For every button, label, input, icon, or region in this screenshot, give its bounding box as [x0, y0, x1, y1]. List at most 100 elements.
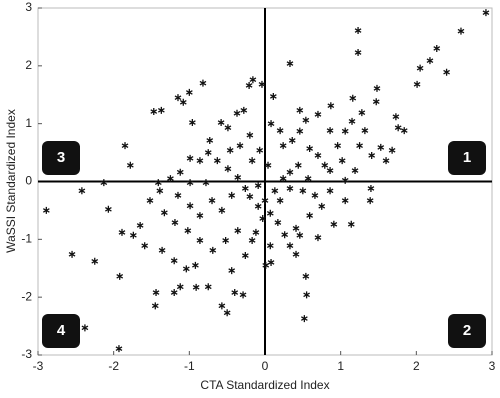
point	[341, 127, 349, 135]
point	[296, 231, 304, 239]
point	[156, 187, 164, 195]
point	[188, 119, 196, 127]
point	[338, 157, 346, 165]
point	[246, 131, 254, 139]
point	[271, 187, 279, 195]
point	[157, 106, 165, 114]
point	[199, 79, 207, 87]
point	[105, 205, 112, 213]
point	[224, 124, 232, 132]
quadrant-label: 3	[42, 141, 80, 175]
point	[358, 109, 366, 117]
point	[354, 49, 362, 57]
point	[377, 143, 385, 151]
point	[115, 345, 123, 353]
y-tick-label: 2	[25, 58, 32, 72]
point	[281, 231, 289, 239]
point	[249, 76, 257, 84]
point	[196, 212, 204, 220]
point	[276, 197, 284, 205]
y-tick-label: 0	[25, 174, 32, 188]
point	[248, 157, 256, 165]
point	[126, 161, 134, 169]
quadrant-number: 2	[463, 322, 471, 339]
point	[68, 250, 76, 258]
point	[314, 110, 322, 118]
point	[400, 127, 408, 135]
point	[116, 272, 124, 280]
point	[372, 98, 380, 106]
point	[341, 176, 349, 184]
y-tick-label: -3	[21, 347, 32, 361]
point	[228, 191, 236, 199]
point	[196, 157, 204, 165]
point	[349, 94, 357, 102]
point	[217, 119, 225, 127]
point	[218, 302, 226, 310]
point	[176, 168, 184, 176]
point	[311, 191, 319, 199]
x-axis-label: CTA Standardized Index	[200, 378, 329, 392]
point	[288, 136, 296, 144]
x-tick-label: -1	[184, 359, 195, 373]
point	[326, 127, 334, 135]
point	[213, 157, 221, 165]
point	[256, 146, 264, 154]
point	[118, 228, 126, 236]
point	[261, 197, 269, 205]
x-tick-label: 1	[337, 359, 344, 373]
point	[234, 227, 242, 235]
point	[266, 242, 274, 250]
point	[266, 209, 274, 217]
point	[368, 151, 376, 159]
point	[314, 234, 322, 242]
point	[208, 197, 216, 205]
point	[182, 265, 190, 273]
point	[361, 127, 369, 135]
point	[170, 289, 178, 297]
point	[78, 187, 86, 195]
point	[184, 227, 192, 235]
point	[366, 197, 374, 205]
quadrant-label: 1	[448, 141, 486, 175]
point	[334, 142, 342, 150]
point	[321, 161, 329, 169]
point	[179, 98, 187, 106]
point	[192, 283, 200, 291]
point	[254, 182, 262, 190]
point	[222, 236, 230, 244]
quadrant-number: 4	[57, 322, 66, 339]
point	[42, 206, 50, 214]
point	[174, 191, 182, 199]
point	[306, 145, 314, 153]
point	[158, 246, 166, 254]
point	[302, 272, 310, 280]
point	[413, 80, 421, 88]
point	[276, 127, 284, 135]
point	[226, 146, 234, 154]
point	[326, 187, 334, 195]
point	[245, 81, 253, 89]
point	[141, 242, 149, 250]
point	[304, 175, 312, 183]
x-tick-label: -2	[108, 359, 119, 373]
point	[186, 202, 194, 210]
point	[373, 84, 381, 92]
point	[231, 289, 239, 297]
point	[202, 179, 210, 187]
point	[286, 168, 294, 176]
y-tick-label: -1	[21, 232, 32, 246]
point	[314, 151, 322, 159]
point	[196, 236, 204, 244]
point	[209, 246, 217, 254]
point	[274, 219, 282, 227]
point	[151, 302, 159, 310]
point	[264, 161, 272, 169]
point	[152, 289, 160, 297]
point	[228, 267, 236, 275]
point	[300, 315, 308, 323]
point	[267, 258, 275, 266]
point	[433, 44, 441, 52]
point	[318, 202, 326, 210]
